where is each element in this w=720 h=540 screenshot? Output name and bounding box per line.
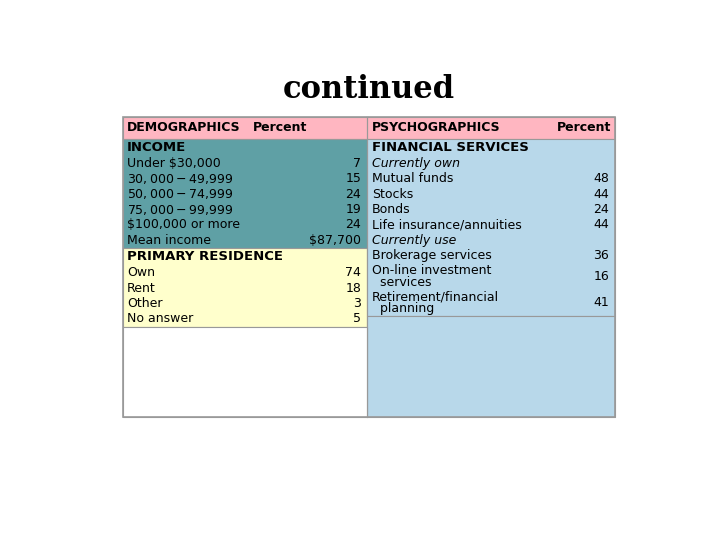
- Text: PRIMARY RESIDENCE: PRIMARY RESIDENCE: [127, 250, 283, 263]
- Text: 44: 44: [593, 219, 609, 232]
- Text: DEMOGRAPHICS: DEMOGRAPHICS: [127, 122, 240, 134]
- Text: Stocks: Stocks: [372, 188, 413, 201]
- Text: 7: 7: [354, 157, 361, 170]
- Text: Under $30,000: Under $30,000: [127, 157, 221, 170]
- Bar: [367, 139, 616, 316]
- Text: 41: 41: [593, 296, 609, 309]
- Text: No answer: No answer: [127, 313, 194, 326]
- Text: 24: 24: [593, 203, 609, 216]
- Text: 36: 36: [593, 249, 609, 262]
- Text: Life insurance/annuities: Life insurance/annuities: [372, 219, 522, 232]
- Text: $50,000 - $74,999: $50,000 - $74,999: [127, 187, 233, 201]
- Text: services: services: [372, 276, 431, 289]
- Text: 24: 24: [346, 219, 361, 232]
- Text: continued: continued: [283, 74, 455, 105]
- Text: 16: 16: [593, 270, 609, 283]
- Text: Brokerage services: Brokerage services: [372, 249, 492, 262]
- Text: 44: 44: [593, 188, 609, 201]
- Text: Percent: Percent: [253, 122, 307, 134]
- Text: Bonds: Bonds: [372, 203, 410, 216]
- Text: 5: 5: [354, 313, 361, 326]
- Text: 15: 15: [346, 172, 361, 185]
- Bar: [122, 139, 367, 248]
- Text: 24: 24: [346, 188, 361, 201]
- Bar: [122, 117, 616, 139]
- Text: Mean income: Mean income: [127, 234, 211, 247]
- Text: Retirement/financial: Retirement/financial: [372, 291, 499, 303]
- Bar: [367, 316, 616, 417]
- Text: Own: Own: [127, 266, 156, 279]
- Text: $75,000 - $99,999: $75,000 - $99,999: [127, 202, 233, 217]
- Text: INCOME: INCOME: [127, 141, 186, 154]
- Text: Percent: Percent: [557, 122, 611, 134]
- Text: Other: Other: [127, 297, 163, 310]
- Text: PSYCHOGRAPHICS: PSYCHOGRAPHICS: [372, 122, 500, 134]
- Bar: [122, 248, 367, 327]
- Text: 48: 48: [593, 172, 609, 185]
- Text: 3: 3: [354, 297, 361, 310]
- Text: $100,000 or more: $100,000 or more: [127, 219, 240, 232]
- Text: Rent: Rent: [127, 281, 156, 295]
- Text: Mutual funds: Mutual funds: [372, 172, 454, 185]
- Text: FINANCIAL SERVICES: FINANCIAL SERVICES: [372, 141, 529, 154]
- Text: 19: 19: [346, 203, 361, 216]
- Text: 74: 74: [346, 266, 361, 279]
- Bar: [122, 327, 367, 417]
- Text: $87,700: $87,700: [310, 234, 361, 247]
- Text: 18: 18: [346, 281, 361, 295]
- Text: $30,000 - $49,999: $30,000 - $49,999: [127, 172, 233, 186]
- Text: planning: planning: [372, 302, 434, 315]
- Text: On-line investment: On-line investment: [372, 264, 492, 278]
- Text: Currently own: Currently own: [372, 157, 460, 170]
- Bar: [122, 117, 616, 417]
- Text: Currently use: Currently use: [372, 234, 456, 247]
